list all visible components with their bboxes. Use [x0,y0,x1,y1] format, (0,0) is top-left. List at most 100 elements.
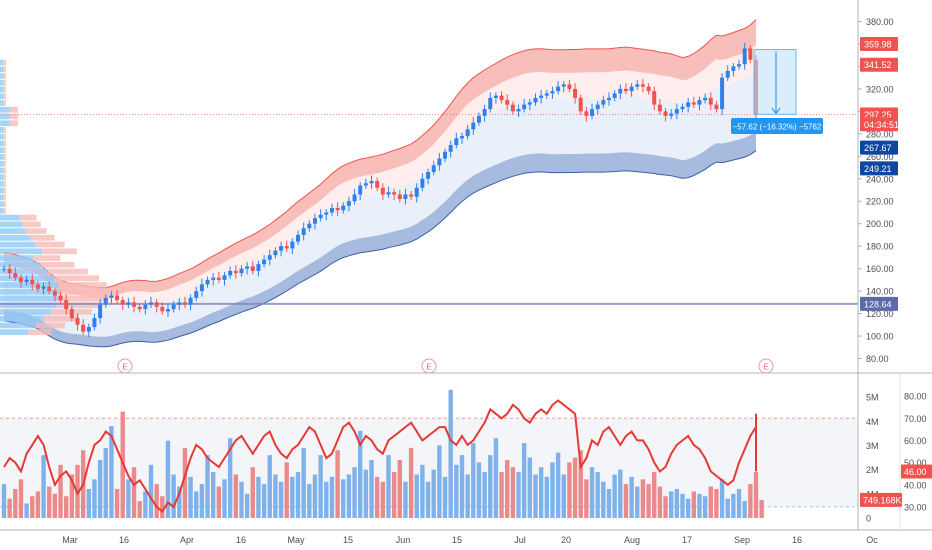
volume-bar [126,479,131,518]
volume-profile-bar [0,181,4,187]
volume-bar [114,488,120,518]
rsi-tick-label: 50.00 [904,458,927,468]
volume-bar [521,443,527,518]
volume-profile-bar [0,79,4,86]
candle-body [669,113,674,116]
price-label-text: 249.21 [864,164,892,174]
volume-bar [403,481,408,518]
candle-body [493,95,498,98]
volume-bar [753,472,759,518]
rsi-tick-label: 60.00 [904,436,927,446]
candle-body [81,324,86,332]
volume-profile-bar [0,174,4,181]
volume-bar [386,455,391,518]
volume-profile-bar [0,167,4,174]
candle-body [533,97,538,103]
candle-body [346,201,351,206]
volume-label-bg [860,492,902,507]
candle-body [188,297,193,305]
volume-bar [561,474,566,518]
volume-profile-bar [3,59,6,66]
measure-label-bg [731,118,823,134]
candle-body [143,304,148,310]
volume-bar [499,472,504,518]
volume-bar [493,438,499,518]
candle-body [256,264,261,271]
candle-body [674,109,679,114]
rsi-label-bg [901,464,932,479]
candle-body [352,194,357,202]
volume-bar [290,476,295,518]
time-tick-label: Mar [62,535,78,545]
candle-body [618,88,623,94]
volume-bar [341,479,346,518]
candle-body [556,86,561,92]
volume-bar [589,467,595,518]
volume-bar [273,474,278,518]
volume-bar [329,476,335,518]
candle-body [239,268,244,274]
volume-bar [488,455,493,518]
candle-body [431,165,436,173]
candle-body [165,309,170,312]
upper-fill [4,44,756,311]
volume-bar [188,476,193,518]
candle-body [590,109,595,116]
volume-profile-bar [0,66,4,73]
upper-band-edge [3,19,757,289]
candle-body [115,295,120,301]
time-tick-label: 16 [236,535,246,545]
volume-profile-bar [58,282,107,288]
candle-body [550,91,555,94]
candle-body [459,136,464,139]
candle-body [307,223,312,229]
price-tick-label: 320.00 [866,84,894,94]
candle-body [250,266,255,271]
price-tick-label: 260.00 [866,152,894,162]
volume-bar [623,484,629,518]
time-tick-label: Apr [180,535,194,545]
candle-body [561,84,566,87]
volume-bar [1,484,7,518]
rsi-label-text: 46.00 [904,467,927,477]
rsi-tick-label: 70.00 [904,414,927,424]
candle-body [126,302,131,305]
volume-bar [380,481,386,518]
candle-body [92,318,97,328]
candle-body [358,185,363,195]
volume-bar [301,447,306,518]
candle-body [58,295,63,301]
volume-profile-bar [0,221,23,228]
volume-profile-bar [60,288,110,295]
volume-tick-label: 0 [866,514,871,524]
envelope-bands [3,19,757,348]
volume-rsi-pane [0,389,858,518]
volume-bar [657,486,663,518]
volume-profile-bar [3,66,6,73]
candle-body [465,129,470,137]
volume-profile-bar [3,174,6,181]
price-tick-label: 100.00 [866,332,894,342]
volume-bar [505,459,510,518]
volume-profile-bar [0,113,10,120]
volume-profile-bar [29,234,55,241]
volume-bar [86,488,92,518]
time-tick-label: May [287,535,305,545]
candle-body [635,84,640,87]
volume-bar [601,481,606,518]
volume-bar [629,476,634,518]
volume-bar [358,430,363,518]
volume-bar [278,481,284,518]
measure-tool[interactable]: −57.62 (−16.32%) −5762 [731,49,823,134]
candle-body [680,106,685,110]
candle-body [64,300,69,310]
candle-body [601,100,606,105]
candle-body [454,138,459,146]
volume-bar [244,493,250,518]
candle-body [380,187,385,195]
candle-body [708,97,713,105]
candle-body [205,279,210,285]
